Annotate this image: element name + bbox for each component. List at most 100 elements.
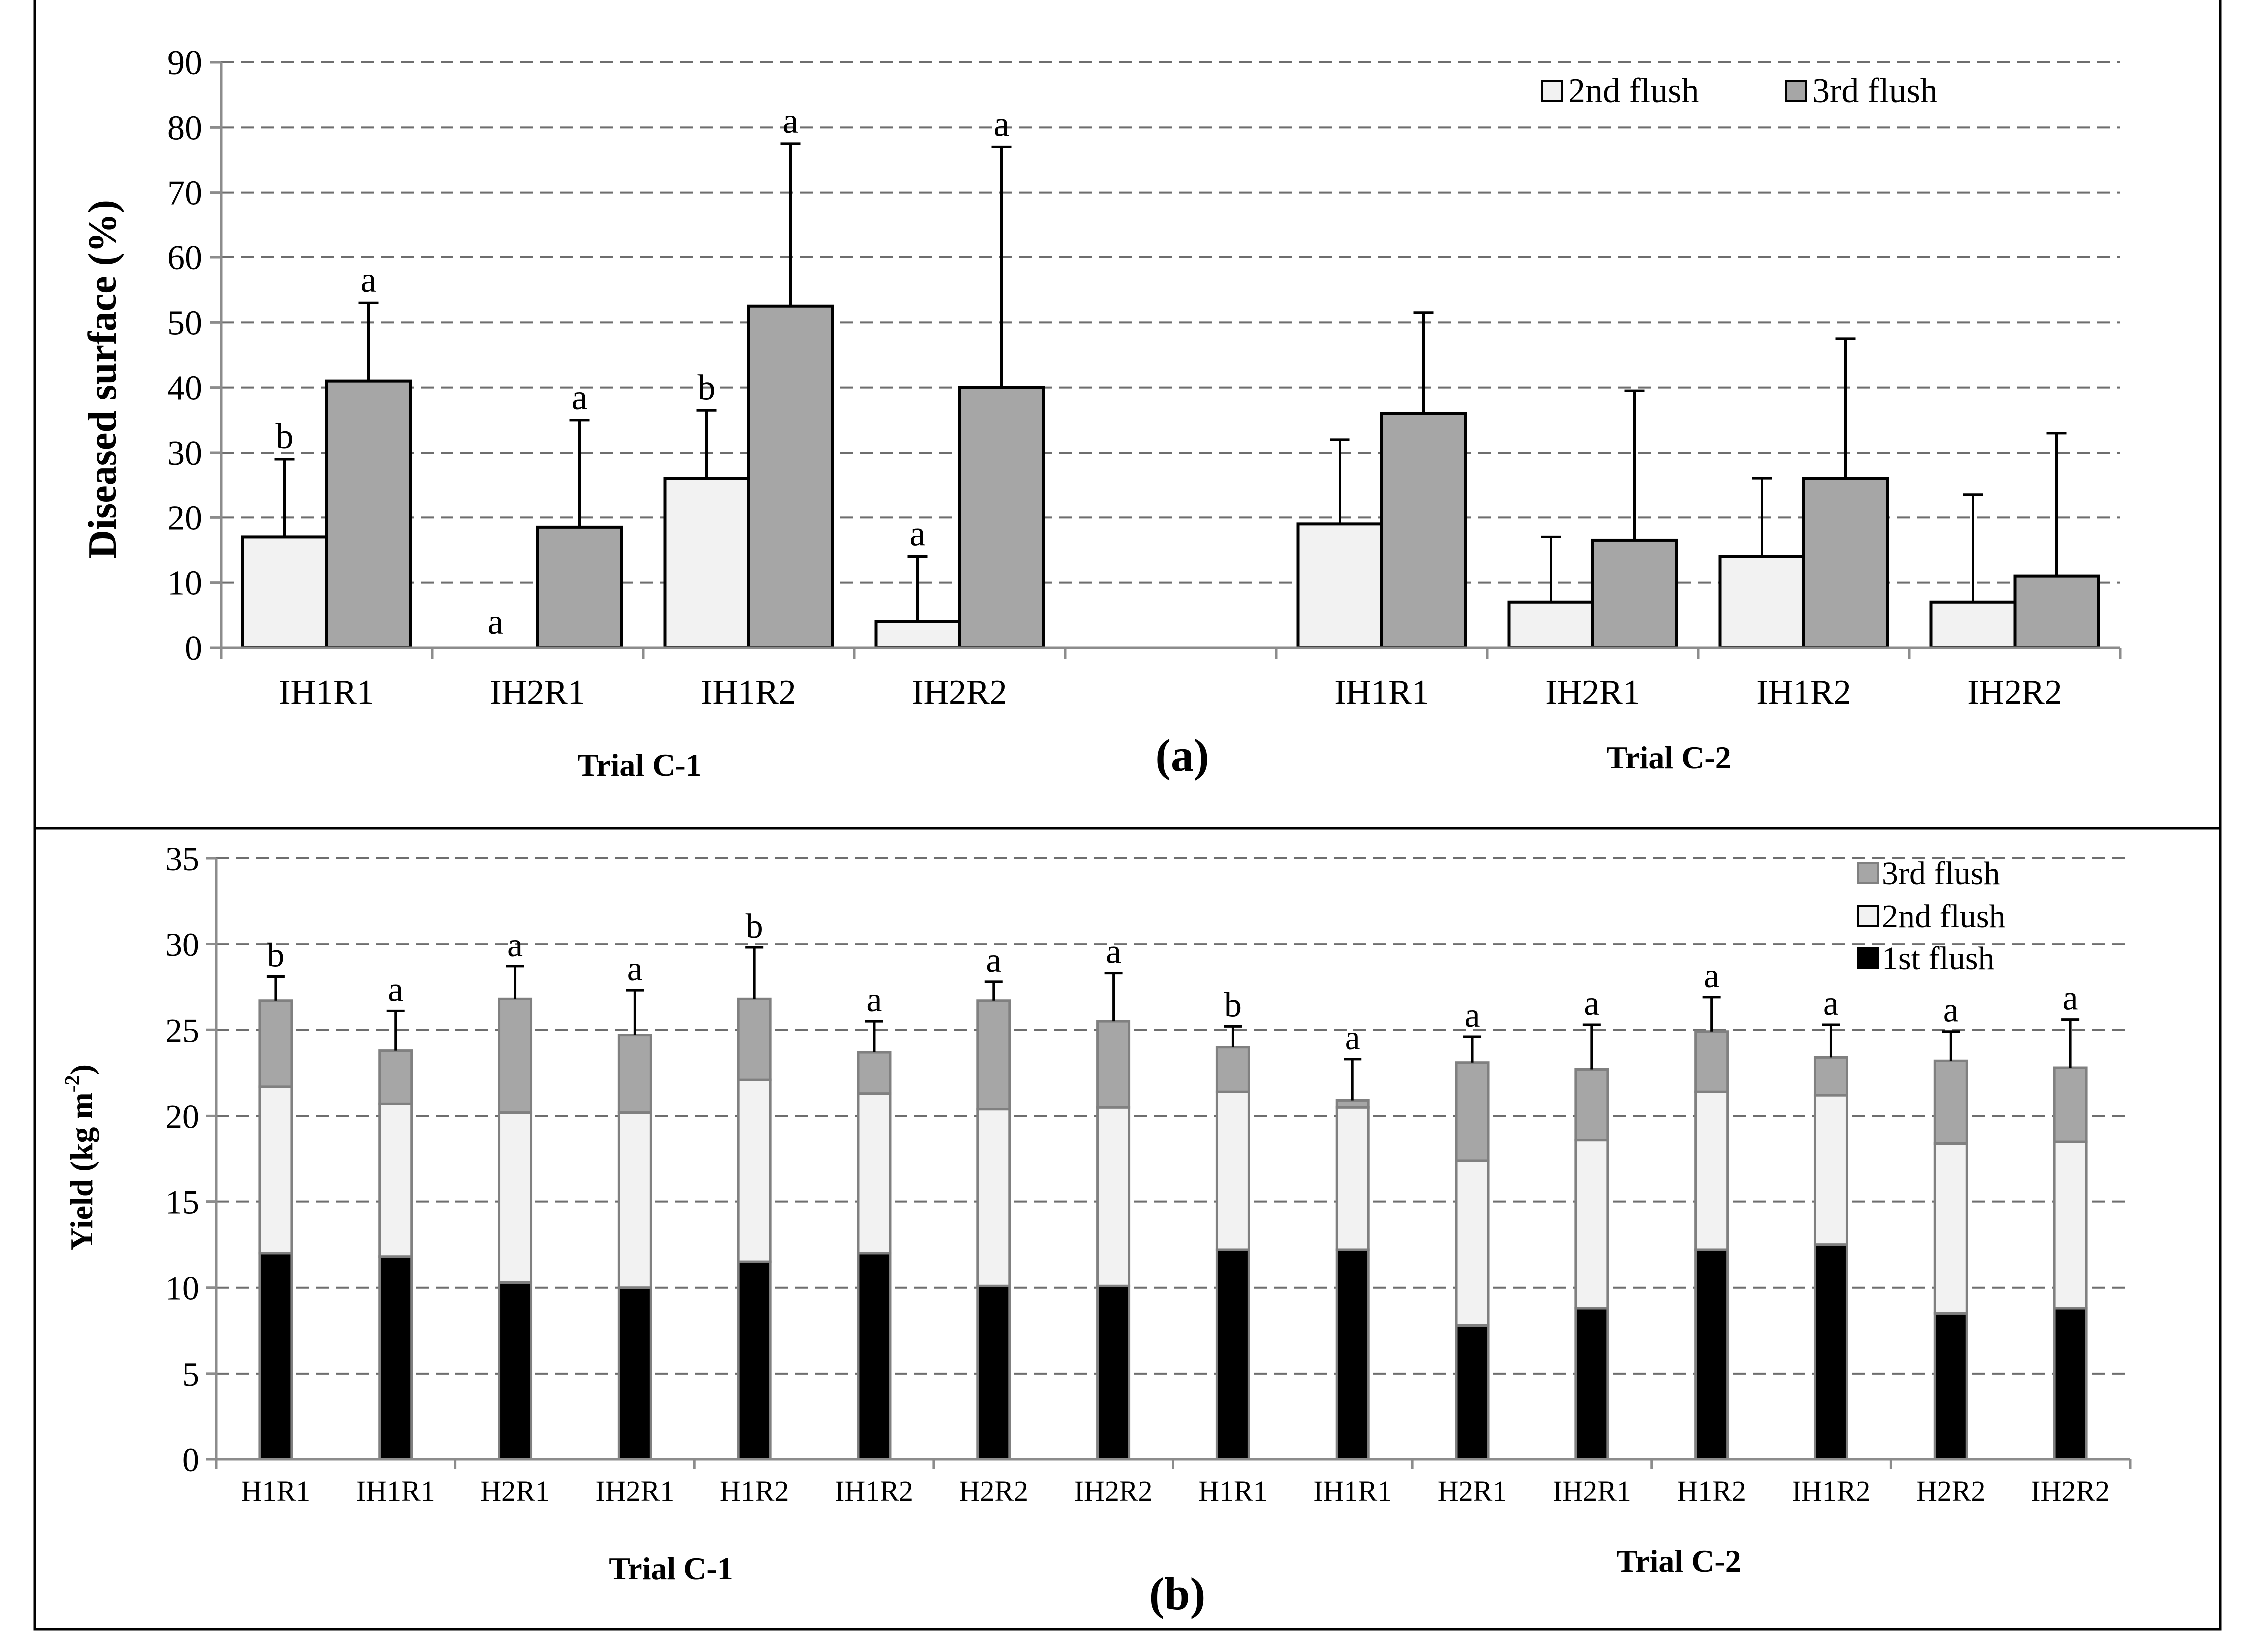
panel-a-significance-letter: a (783, 101, 799, 141)
panel-a-bar-2nd-flush (874, 620, 961, 650)
panel-b-y-tick-label: 35 (165, 840, 199, 878)
panel-a-error-bar (991, 145, 1012, 388)
panel-a-bar-3rd-flush (2013, 574, 2100, 649)
panel-b-legend: 3rd flush 2nd flush 1st flush (1857, 855, 2006, 977)
panel-a-bar-2nd-flush (1929, 600, 2017, 650)
panel-a-bar-2nd-flush (1718, 555, 1805, 649)
panel-a-y-axis-title: Diseased surface (%) (81, 200, 125, 559)
panel-b-significance-letter: a (2063, 979, 2078, 1018)
panel-b-error-bar (1104, 972, 1123, 1022)
panel-a-legend: 2nd flush 3rd flush (1541, 72, 1938, 110)
panel-b-bar-1st-flush (378, 1255, 413, 1461)
panel-b-error-bar (1344, 1058, 1362, 1101)
panel-b-bar-1st-flush (258, 1252, 293, 1461)
panel-b-significance-letter: a (986, 942, 1001, 980)
panel-b-bar-label: IH2R2 (1074, 1475, 1153, 1507)
panel-a-y-tick-label: 40 (167, 369, 202, 408)
panel-b-significance-letter: a (1704, 957, 1719, 995)
panel-b-bar-label: IH1R1 (356, 1475, 435, 1507)
panel-b-bar-1st-flush (737, 1260, 772, 1461)
panel-a-error-bar (1963, 493, 1983, 602)
panel-a-error-bar (1624, 389, 1645, 540)
panel-a-category-label: IH2R2 (912, 673, 1007, 711)
panel-b-bar-label: IH2R2 (2031, 1475, 2110, 1507)
panel-b-bar-1st-flush (976, 1284, 1011, 1461)
panel-a-error-bar (1330, 438, 1350, 524)
panel-b-bar-3rd-flush (378, 1049, 413, 1105)
panel-b-y-axis-title-main: Yield (kg m (64, 1092, 99, 1251)
panel-b-trial-c1-label: Trial C-1 (609, 1551, 733, 1586)
panel-b-bar-label: H2R1 (1438, 1475, 1507, 1507)
panel-b-bar-3rd-flush (498, 997, 533, 1114)
panel-a-label: (a) (1155, 730, 1209, 781)
panel-a-y-tick-label: 80 (167, 109, 202, 147)
panel-a-significance-letter: b (276, 416, 294, 456)
panel-a-error-bar (1835, 337, 1856, 479)
panel-b-significance-letter: a (507, 926, 523, 964)
legend-b-label-2nd-flush: 2nd flush (1882, 898, 2006, 935)
panel-b-bar-3rd-flush (1813, 1056, 1848, 1097)
panel-b-error-bar (506, 965, 524, 999)
panel-b-bar-label: IH1R2 (835, 1475, 913, 1507)
panel-b-bar-1st-flush (1694, 1248, 1729, 1461)
panel-a-significance-letter: a (361, 260, 377, 300)
panel-b-bar-3rd-flush (1335, 1099, 1370, 1109)
panel-a-y-tick-label: 20 (167, 499, 202, 537)
panel-b-bar-3rd-flush (258, 999, 293, 1088)
panel-a-x-tick-labels: IH1R1 IH2R1 IH1R2 IH2R2 IH1R1 IH2R1 IH1R2 IH2R2 (220, 648, 2122, 711)
panel-b-bar-3rd-flush (1574, 1068, 1609, 1142)
panel-b-bar-2nd-flush (1574, 1139, 1609, 1310)
panel-b-bar-1st-flush (617, 1286, 652, 1461)
panel-b-bar-label: H2R2 (959, 1475, 1028, 1507)
panel-b-error-bar (1224, 1025, 1242, 1047)
panel-b-significance-letter: b (1224, 986, 1242, 1024)
panel-b-y-tick-label: 0 (182, 1441, 199, 1479)
panel-b-bar-3rd-flush (857, 1051, 892, 1095)
panel-b-error-bar (984, 980, 1003, 1001)
panel-a-error-bar (358, 301, 379, 381)
panel-a-bar-3rd-flush (958, 386, 1045, 649)
legend-a-label-3rd-flush: 3rd flush (1812, 72, 1938, 110)
panel-b-significance-letter: b (267, 937, 284, 975)
panel-a-error-bar (569, 419, 590, 527)
panel-b-bar-1st-flush (498, 1281, 533, 1461)
panel-b-bar-3rd-flush (976, 999, 1011, 1111)
panel-a-bars: b a a a b a a a (241, 101, 2100, 650)
panel-a-y-tick-labels: 0 10 20 30 40 50 60 70 80 90 (167, 44, 221, 668)
panel-a-y-tick-label: 90 (167, 44, 202, 82)
panel-b-y-axis-title-superscript: -2 (61, 1075, 84, 1092)
panel-b-error-bar (266, 975, 285, 1001)
panel-a-axes (220, 62, 2120, 649)
panel-b-y-tick-label: 15 (165, 1183, 199, 1221)
panel-b-label: (b) (1149, 1568, 1205, 1619)
panel-a-bar-3rd-flush (536, 525, 623, 649)
panel-b-bar-1st-flush (1574, 1307, 1609, 1461)
panel-a-y-tick-label: 30 (167, 434, 202, 472)
panel-a-category-label: IH1R1 (279, 673, 374, 711)
panel-a-y-tick-label: 0 (185, 629, 202, 668)
panel-b-error-bar (1702, 996, 1721, 1032)
panel-a-error-bar (1752, 477, 1772, 557)
legend-a-label-2nd-flush: 2nd flush (1568, 72, 1699, 110)
panel-b-bar-label: H1R2 (1677, 1475, 1746, 1507)
panel-a-bar-3rd-flush (325, 379, 412, 649)
panel-a-bar-3rd-flush (747, 304, 834, 649)
panel-a-error-bar (274, 458, 295, 537)
panel-b-bar-2nd-flush (2053, 1140, 2088, 1310)
legend-a-swatch-2nd-flush (1541, 80, 1563, 102)
panel-b-significance-letter: a (1345, 1019, 1360, 1057)
panel-b-bar-3rd-flush (1694, 1030, 1729, 1093)
panel-b-error-bar (1942, 1030, 1960, 1061)
panel-a-category-label: IH2R1 (1545, 673, 1640, 711)
panel-b-bar-3rd-flush (1933, 1059, 1968, 1145)
panel-b-bar-3rd-flush (2053, 1066, 2088, 1143)
panel-b-bar-label: H2R2 (1916, 1475, 1986, 1507)
panel-b-bar-2nd-flush (737, 1078, 772, 1263)
panel-b-bar-1st-flush (1813, 1243, 1848, 1461)
panel-a-trial-c1-label: Trial C-1 (577, 747, 701, 783)
panel-b-significance-letter: a (1943, 991, 1959, 1030)
panel-a-significance-letter: a (994, 104, 1010, 144)
panel-a-bar-3rd-flush (1591, 538, 1678, 649)
panel-b-bar-1st-flush (857, 1252, 892, 1461)
